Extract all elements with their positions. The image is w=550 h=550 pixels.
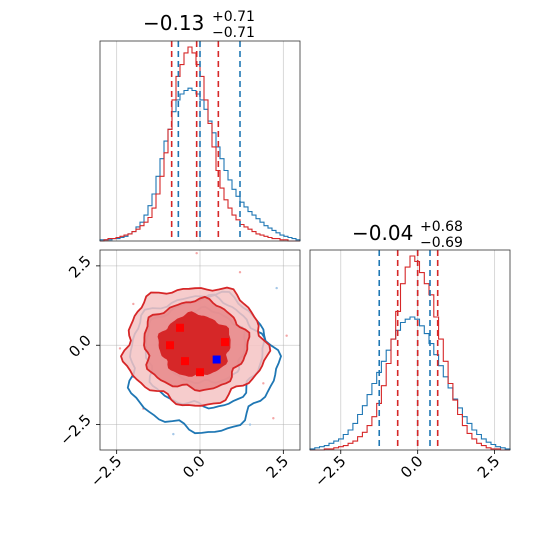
hist1-frame xyxy=(99,40,301,242)
hist2-series-0 xyxy=(309,316,511,450)
title-2-sup: +0.68 xyxy=(420,219,463,235)
histogram-panel-1 xyxy=(99,40,301,242)
contour-ytick-label-0: 2.5 xyxy=(65,252,95,282)
scatter-point-red-7 xyxy=(195,251,198,255)
scatter-point-red-11 xyxy=(285,334,288,337)
histogram-panel-2: −2.5 0.0 2.5 xyxy=(309,249,511,491)
contour-ytick-label-1: 0.0 xyxy=(65,331,95,361)
scatter-point-red-8 xyxy=(118,347,122,350)
hist2-series-1 xyxy=(310,255,510,451)
contour-xtick-label-2: 2.5 xyxy=(263,452,293,482)
core-pixel-red-4 xyxy=(221,338,229,347)
title-1-sup: +0.71 xyxy=(212,9,255,25)
core-pixel-blue xyxy=(212,355,221,364)
core-pixel-red-1 xyxy=(166,341,174,350)
hist2-xtick-label-0: −2.5 xyxy=(311,452,349,490)
hist2-frame xyxy=(309,249,511,451)
scatter-point-red-12 xyxy=(238,271,242,274)
scatter-point-blue-2 xyxy=(248,423,252,426)
hist2-xtick-label-1: 0.0 xyxy=(397,452,427,482)
contour-ytick-label-2: −2.5 xyxy=(56,411,94,449)
title-param-1: −0.13 +0.71 −0.71 xyxy=(143,9,255,41)
scatter-point-red-9 xyxy=(262,382,265,385)
contour-xtick-label-1: 0.0 xyxy=(179,452,209,482)
scatter-point-red-14 xyxy=(272,417,275,420)
title-param-2: −0.04 +0.68 −0.69 xyxy=(352,219,463,251)
title-1-sub: −0.71 xyxy=(212,25,255,41)
title-1-value: −0.13 xyxy=(143,11,204,35)
scatter-point-blue-4 xyxy=(172,432,175,436)
core-pixel-red-2 xyxy=(181,357,189,366)
contour-panel: −2.5 0.0 2.5 2.5 0.0 −2.5 xyxy=(56,249,301,491)
core-pixel-red-3 xyxy=(196,368,204,377)
title-2-sub: −0.69 xyxy=(420,235,463,251)
scatter-point-blue-3 xyxy=(275,286,278,290)
title-2-value: −0.04 xyxy=(352,221,413,245)
contour-xtick-label-0: −2.5 xyxy=(87,452,125,490)
core-pixel-red-0 xyxy=(176,323,184,332)
hist2-xtick-label-2: 2.5 xyxy=(474,452,504,482)
scatter-point-red-10 xyxy=(132,302,135,306)
